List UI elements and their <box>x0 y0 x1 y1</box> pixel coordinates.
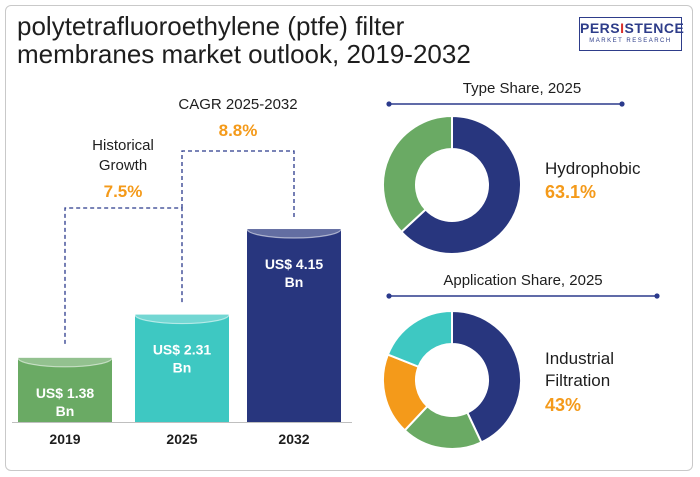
type-share-title: Type Share, 2025 <box>463 80 581 97</box>
application-share-callout-label: Industrial <box>545 349 614 368</box>
application-share-callout-value: 43% <box>545 395 581 415</box>
bar-value-unit: Bn <box>56 403 75 419</box>
bar-body <box>135 314 229 422</box>
type-share-callout-value: 63.1% <box>545 182 596 202</box>
bar-cap-highlight <box>135 305 229 324</box>
historical-growth-bracket <box>64 207 183 344</box>
brand-logo: PERSISTENCE MARKET RESEARCH <box>579 17 685 51</box>
bar-cap-rim <box>17 348 113 368</box>
bar-2019 <box>17 348 113 422</box>
page-title: polytetrafluoroethylene (ptfe) filter me… <box>17 11 471 69</box>
application-share-slice-3 <box>386 309 453 369</box>
bar-2025 <box>134 304 230 422</box>
outer-frame <box>5 5 693 471</box>
bar-value-unit: Bn <box>285 274 304 290</box>
x-tick-label: 2019 <box>49 431 80 447</box>
application-share-callout-label: Filtration <box>545 371 610 390</box>
application-share-slice-0 <box>451 309 522 444</box>
logo-wordmark: PERSISTENCE <box>580 20 685 36</box>
x-tick-label: 2025 <box>166 431 197 447</box>
type-share-slice-1 <box>382 114 453 234</box>
bar-cap-highlight <box>247 220 341 239</box>
bar-value-label: US$ 1.38 <box>36 385 95 401</box>
bar-value-label: US$ 4.15 <box>265 256 324 272</box>
cagr-value: 8.8% <box>219 121 258 140</box>
bar-body <box>247 229 341 422</box>
x-tick-label: 2032 <box>278 431 309 447</box>
rule-end-dot <box>619 101 625 107</box>
bar-cap-rim <box>246 219 342 239</box>
logo-subtitle: MARKET RESEARCH <box>589 38 672 44</box>
bar-cap-highlight <box>18 348 112 367</box>
type-share-slice-0 <box>399 114 522 255</box>
rule-end-dot <box>386 101 392 107</box>
bar-value-label: US$ 2.31 <box>153 342 212 358</box>
bar-value-unit: Bn <box>173 360 192 376</box>
cagr-bracket <box>181 150 295 218</box>
type-share-callout-label: Hydrophobic <box>545 159 641 178</box>
bar-cap-rim <box>134 304 230 325</box>
rule-end-dot <box>654 293 660 299</box>
historical-growth-label: Historical <box>92 137 154 154</box>
historical-growth-label: Growth <box>99 157 147 174</box>
bar-body <box>18 357 112 422</box>
rule-end-dot <box>386 293 392 299</box>
application-share-title: Application Share, 2025 <box>443 272 602 289</box>
bar-2032 <box>246 219 342 422</box>
historical-growth-value: 7.5% <box>104 182 143 201</box>
cagr-label: CAGR 2025-2032 <box>178 96 297 113</box>
